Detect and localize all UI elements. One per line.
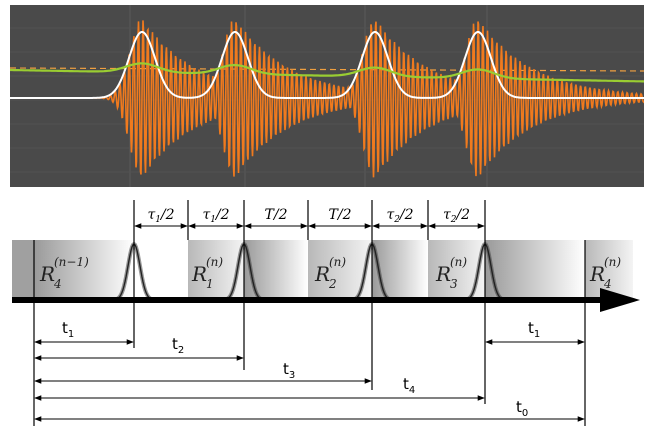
region-label-superscript: (n)	[450, 255, 467, 269]
region-label-subscript: 3	[450, 277, 458, 291]
interval-label: τ1/2	[202, 207, 229, 225]
envelope-curve	[10, 31, 644, 99]
time-label: t2	[172, 335, 184, 356]
region-label: R	[435, 262, 451, 286]
region-shade	[585, 240, 633, 300]
time-axis-arrowhead	[600, 288, 640, 312]
time-label: t0	[516, 398, 528, 419]
region-label-superscript: (n)	[206, 255, 223, 269]
interval-label: T/2	[265, 207, 288, 223]
top-signal-plot	[10, 5, 644, 187]
region-shade	[34, 240, 134, 300]
drift-curve	[10, 62, 644, 83]
region-label: R	[589, 262, 605, 286]
time-label: t4	[403, 375, 415, 396]
region-shade	[12, 240, 34, 300]
region-label-subscript: 4	[53, 277, 62, 291]
region-band	[12, 240, 633, 302]
region-label-superscript: (n)	[329, 255, 346, 269]
region-label: R	[314, 262, 330, 286]
region-label-subscript: 4	[603, 277, 612, 291]
region-label-subscript: 2	[328, 277, 337, 291]
interval-label: τ2/2	[386, 207, 413, 225]
time-label: t1	[528, 319, 540, 340]
region-label-superscript: (n)	[604, 255, 621, 269]
oscillating-signal	[10, 20, 644, 178]
time-brackets: t1 t2 t3 t4 t0 t1	[34, 319, 585, 422]
region-labels: R(n−1)4 R(n)1 R(n)2 R(n)3 R(n)4	[39, 255, 621, 291]
interval-label: τ2/2	[443, 207, 470, 225]
time-label: t3	[283, 360, 295, 381]
region-label: R	[191, 262, 207, 286]
time-label: t1	[62, 319, 74, 340]
region-label-subscript: 1	[206, 277, 214, 291]
region-shade	[485, 240, 585, 300]
interval-row: τ1/2 τ1/2 T/2 T/2 τ2/2 τ2/2	[134, 207, 485, 229]
region-label: R	[39, 262, 55, 286]
interval-label: T/2	[329, 207, 352, 223]
interval-label: τ1/2	[147, 207, 174, 225]
region-label-superscript: (n−1)	[54, 255, 89, 269]
marker-lines	[33, 200, 586, 426]
